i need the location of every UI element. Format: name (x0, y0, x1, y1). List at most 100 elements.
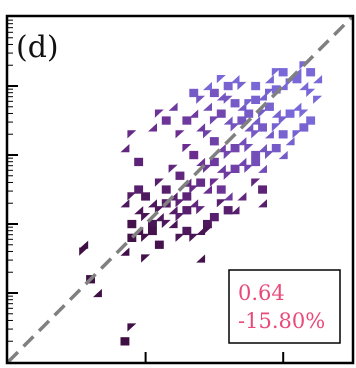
heatmap-cell (120, 199, 130, 208)
heatmap-cell (271, 144, 281, 153)
heatmap-cell (141, 192, 150, 201)
heatmap-cell (196, 123, 206, 132)
heatmap-cell (244, 109, 254, 118)
heatmap-cell (161, 185, 171, 194)
heatmap-cell (182, 192, 192, 201)
heatmap-cells (79, 61, 323, 346)
heatmap-cell (196, 206, 206, 215)
heatmap-cell (285, 137, 295, 146)
heatmap-cell (237, 157, 247, 166)
heatmap-cell (216, 199, 226, 208)
heatmap-cell (230, 144, 240, 153)
heatmap-cell (189, 233, 199, 242)
heatmap-cell (223, 95, 233, 104)
heatmap-cell (251, 130, 261, 139)
heatmap-cell (237, 102, 247, 111)
heatmap-cell (258, 144, 267, 153)
annotation-value: 0.64 (238, 281, 285, 305)
heatmap-cell (292, 130, 302, 139)
heatmap-cell (182, 226, 192, 236)
heatmap-cell (216, 75, 226, 84)
heatmap-cell (148, 219, 157, 229)
heatmap-cell (175, 213, 185, 222)
heatmap-cell (134, 185, 144, 194)
heatmap-cell (134, 206, 144, 215)
heatmap-cell (209, 213, 219, 222)
heatmap-cell (223, 150, 233, 160)
heatmap-cell (203, 226, 212, 235)
heatmap-cell (141, 233, 151, 242)
heatmap-cell (168, 219, 178, 229)
heatmap-cell (223, 81, 233, 91)
heatmap-cell (203, 185, 212, 194)
heatmap-cell (223, 116, 233, 125)
heatmap-cell (154, 178, 164, 187)
heatmap-cell (141, 254, 151, 263)
heatmap-cell (189, 150, 199, 160)
heatmap-cell (216, 164, 226, 173)
heatmap-cell (230, 75, 240, 84)
heatmap-cell (306, 68, 316, 77)
heatmap-cell (285, 109, 295, 118)
heatmap-cell (244, 123, 254, 132)
heatmap-cell (230, 99, 240, 108)
heatmap-cell (93, 288, 102, 298)
heatmap-cell (237, 192, 247, 201)
heatmap-cell (223, 192, 233, 201)
heatmap-cell (189, 199, 199, 208)
heatmap-cell (299, 123, 309, 132)
heatmap-cell (306, 116, 316, 125)
heatmap-cell (244, 144, 254, 153)
heatmap-cell (161, 219, 171, 229)
heatmap-cell (148, 123, 157, 132)
heatmap-cell (203, 81, 212, 91)
heatmap-cell (299, 109, 309, 118)
heatmap-cell (203, 219, 212, 229)
heatmap-cell (251, 81, 261, 91)
heatmap-cell (189, 109, 199, 118)
heatmap-cell (244, 99, 254, 108)
heatmap-cell (209, 178, 219, 187)
heatmap-cell (148, 199, 157, 208)
heatmap-cell (216, 92, 226, 101)
heatmap-cell (223, 171, 233, 180)
heatmap-cell (278, 150, 288, 160)
heatmap-cell (148, 226, 157, 236)
heatmap-cell (120, 337, 130, 346)
heatmap-cell (230, 206, 240, 215)
heatmap-cell (237, 116, 247, 125)
panel-label: (d) (16, 30, 59, 65)
heatmap-cell (120, 247, 130, 256)
heatmap-cell (196, 95, 206, 104)
heatmap-cell (209, 116, 219, 125)
heatmap-cell (313, 95, 323, 104)
heatmap-cell (271, 68, 281, 77)
heatmap-cell (216, 144, 226, 153)
heatmap-cell (278, 116, 288, 125)
heatmap-cell (134, 157, 144, 167)
heatmap-cell (265, 102, 274, 111)
heatmap-cell (203, 102, 212, 111)
heatmap-cell (258, 109, 267, 118)
heatmap-cell (271, 123, 281, 132)
heatmap-cell (216, 109, 226, 118)
heatmap-cell (196, 178, 206, 187)
heatmap-cell (203, 130, 212, 139)
heatmap-cell (182, 144, 192, 153)
heatmap-cell (216, 185, 226, 194)
heatmap-cell (258, 199, 267, 208)
plot-frame (5, 14, 355, 365)
heatmap-cell (189, 88, 199, 98)
heatmap-cell (271, 85, 281, 94)
heatmap-cell (154, 213, 164, 222)
heatmap-cell (251, 116, 261, 125)
heatmap-cell (244, 164, 254, 173)
heatmap-cell (182, 116, 192, 125)
heatmap-cell (292, 102, 302, 111)
heatmap-cell (175, 130, 185, 139)
heatmap-cell (230, 123, 240, 132)
annotation-box: 0.64 -15.80% (228, 269, 341, 344)
heatmap-cell (196, 226, 206, 235)
heatmap-cell (251, 178, 261, 187)
